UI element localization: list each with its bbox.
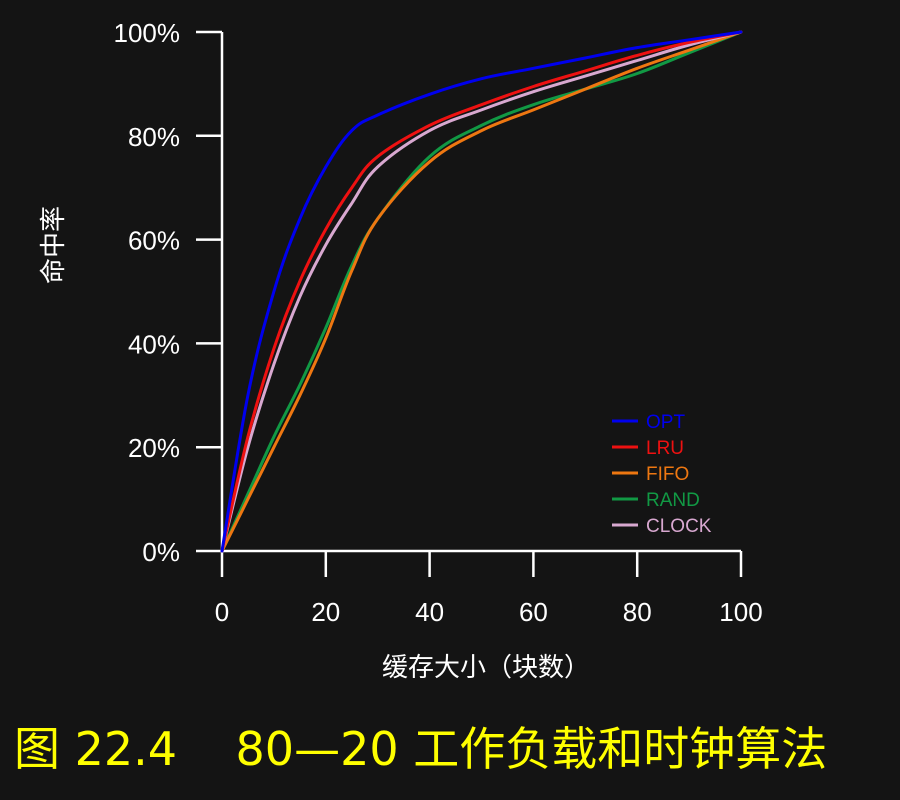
legend-label-opt: OPT [646,412,685,433]
legend-label-fifo: FIFO [646,464,689,485]
x-tick-label: 0 [215,597,229,627]
series-line-clock [220,30,743,553]
y-tick-label: 100% [114,18,181,48]
y-axis-title: 命中率 [39,206,69,284]
x-axis-title: 缓存大小（块数） [382,653,590,683]
y-tick-label: 80% [128,122,180,152]
x-tick-label: 40 [415,597,444,627]
figure-caption: 图 22.4 80—20 工作负载和时钟算法 [14,722,828,776]
legend-label-rand: RAND [646,490,700,511]
legend: OPT LRU FIFO RAND CLOCK [612,412,712,537]
series-line-fifo [220,30,743,553]
legend-label-lru: LRU [646,438,684,459]
y-tick-label: 60% [128,226,180,256]
x-tick-label: 60 [519,597,548,627]
legend-label-clock: CLOCK [646,516,712,537]
series-line-lru [220,30,743,553]
x-tick-label: 80 [623,597,652,627]
y-tick-label: 40% [128,329,180,359]
x-tick-label: 20 [311,597,340,627]
axes: 0 20 40 60 80 100 0% 20% 40% 60% 80% 100% [114,18,763,627]
series-layer [220,30,743,553]
x-tick-label: 100 [719,597,762,627]
y-tick-label: 20% [128,433,180,463]
series-line-opt [220,30,743,553]
y-tick-label: 0% [142,537,180,567]
hit-rate-chart: 0 20 40 60 80 100 0% 20% 40% 60% 80% 100% OPT LRU FIF… [39,18,763,683]
